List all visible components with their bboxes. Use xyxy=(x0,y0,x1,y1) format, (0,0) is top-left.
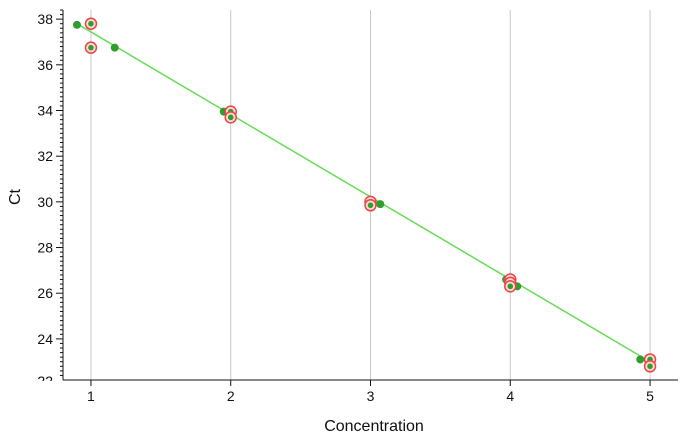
y-tick-label-24: 24 xyxy=(37,331,53,347)
data-point-green xyxy=(636,355,645,364)
y-tick-label-32: 32 xyxy=(37,148,53,164)
x-tick-label-3: 3 xyxy=(367,388,375,404)
y-tick-label-26: 26 xyxy=(37,285,53,301)
x-tick-label-4: 4 xyxy=(506,388,514,404)
y-tick-label-38: 38 xyxy=(37,11,53,27)
data-point-green xyxy=(72,20,81,29)
data-point-ringed xyxy=(224,111,237,124)
tick-marks xyxy=(56,9,651,386)
y-axis-title: Ct xyxy=(7,188,24,205)
y-label-clip-mask xyxy=(20,381,61,395)
y-tick-label-34: 34 xyxy=(37,102,53,118)
grid-lines xyxy=(90,10,651,380)
fit-line xyxy=(76,23,651,363)
x-axis-title: Concentration xyxy=(324,418,424,435)
data-point-ringed xyxy=(504,280,517,293)
data-point-ringed xyxy=(643,360,657,373)
tick-labels: 12345242628303234363822 xyxy=(20,11,654,404)
x-tick-label-2: 2 xyxy=(227,388,235,404)
data-point-ringed xyxy=(84,17,98,30)
data-points-layer xyxy=(72,17,657,373)
x-tick-label-1: 1 xyxy=(87,388,95,404)
y-tick-label-36: 36 xyxy=(37,57,53,73)
data-point-green xyxy=(376,200,385,209)
data-point-ringed xyxy=(364,199,377,212)
fit-line-layer xyxy=(76,23,651,363)
y-tick-label-28: 28 xyxy=(37,240,53,256)
y-tick-label-30: 30 xyxy=(37,194,53,210)
data-point-ringed xyxy=(84,41,98,54)
x-tick-label-5: 5 xyxy=(646,388,654,404)
data-point-green xyxy=(110,43,119,52)
